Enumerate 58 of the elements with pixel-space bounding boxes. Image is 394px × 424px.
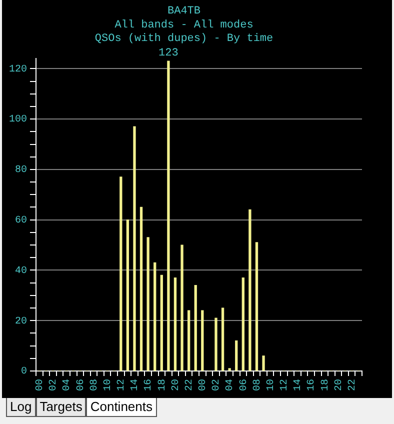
x-tick-label: 22 (184, 379, 196, 392)
bar (242, 277, 244, 371)
x-tick-label: 20 (170, 379, 182, 392)
x-tick-label: 00 (198, 379, 210, 392)
x-tick-label: 00 (35, 379, 46, 392)
x-tick-label: 22 (347, 379, 358, 392)
x-tick-label: 14 (293, 379, 304, 392)
bar (167, 60, 170, 371)
x-tick-label: 04 (62, 379, 74, 392)
bar (154, 262, 156, 371)
bar (133, 126, 136, 371)
y-tick-label: 40 (14, 266, 28, 277)
bar (255, 242, 258, 371)
chart-title: BA4TB (167, 6, 201, 18)
y-tick-label: 60 (14, 215, 28, 226)
x-tick-label: 04 (225, 379, 236, 392)
x-tick-label: 18 (157, 379, 168, 392)
x-tick-label: 08 (252, 379, 264, 392)
bar (228, 368, 231, 371)
bar (201, 310, 204, 371)
bar (160, 274, 163, 371)
bar (126, 220, 130, 371)
y-tick-label: 120 (8, 64, 28, 76)
text: Log (6, 398, 36, 417)
bar (140, 206, 143, 371)
text: Targets (36, 398, 86, 417)
bar (194, 285, 197, 371)
bar (235, 340, 238, 371)
bar (262, 356, 265, 371)
x-tick-label: 02 (48, 379, 60, 392)
bar (214, 318, 218, 371)
x-tick-label: 12 (116, 379, 128, 392)
bar (146, 237, 150, 371)
bar (180, 244, 184, 371)
x-tick-label: 18 (320, 379, 332, 392)
text: Continents (86, 398, 156, 417)
bar (248, 209, 252, 371)
x-tick-label: 06 (76, 379, 87, 392)
x-tick-label: 14 (130, 379, 142, 392)
x-tick-label: 10 (102, 379, 114, 392)
x-tick-label: 20 (334, 379, 345, 392)
x-tick-label: 10 (266, 379, 277, 392)
chart-subtitle: All bands - All modes QSOs (with dupes) - By time (94, 20, 274, 45)
x-tick-label: 16 (306, 379, 318, 392)
y-tick-label: 0 (20, 366, 28, 378)
data-label: 123 (158, 48, 178, 60)
y-tick-label: 80 (14, 165, 28, 176)
bar (120, 176, 122, 371)
x-tick-label: 12 (280, 379, 291, 392)
bar (174, 277, 177, 371)
x-tick-label: 08 (89, 379, 100, 392)
y-tick-label: 20 (14, 316, 28, 328)
y-tick-label: 100 (8, 114, 28, 126)
bar (221, 308, 224, 371)
x-tick-label: 16 (144, 379, 155, 392)
bar (187, 310, 190, 371)
x-tick-label: 02 (212, 379, 223, 392)
x-tick-label: 06 (238, 379, 250, 392)
